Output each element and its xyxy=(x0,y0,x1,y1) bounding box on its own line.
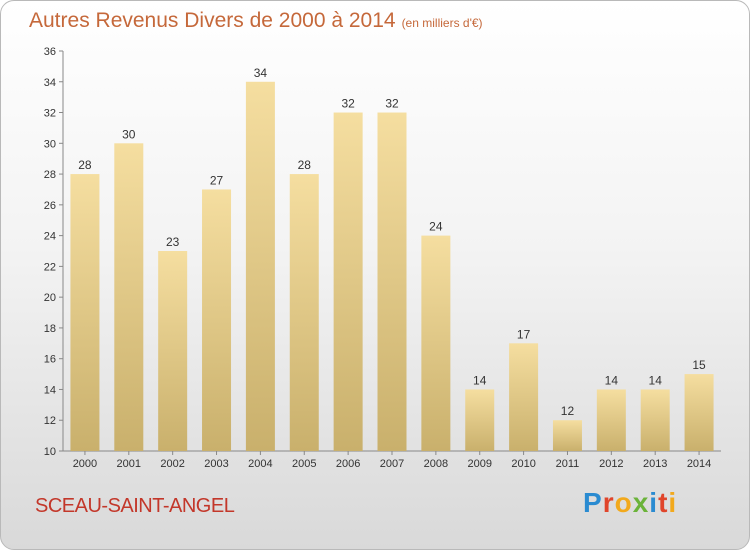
x-tick-label: 2003 xyxy=(204,458,228,470)
x-tick-label: 2013 xyxy=(643,458,667,470)
y-tick-label: 14 xyxy=(44,384,56,396)
y-tick-label: 10 xyxy=(44,446,56,458)
chart-unit: (en milliers d'€) xyxy=(401,16,483,30)
y-tick-label: 20 xyxy=(44,292,56,304)
bar xyxy=(509,343,539,451)
x-tick-label: 2014 xyxy=(687,458,711,470)
data-label: 14 xyxy=(605,373,619,387)
bar xyxy=(552,420,582,451)
y-tick-label: 34 xyxy=(44,77,56,89)
bar xyxy=(114,143,144,452)
data-label: 17 xyxy=(517,327,531,341)
y-tick-label: 30 xyxy=(44,138,56,150)
x-tick-label: 2008 xyxy=(424,458,448,470)
bar xyxy=(158,251,188,451)
bar xyxy=(245,81,275,452)
bar xyxy=(377,112,407,452)
chart-title: Autres Revenus Divers de 2000 à 2014 (en … xyxy=(29,9,483,33)
data-label: 34 xyxy=(254,66,268,80)
y-tick-label: 36 xyxy=(44,46,56,58)
proxiti-logo[interactable]: Proxiti xyxy=(583,487,678,518)
bar xyxy=(421,235,451,451)
bar xyxy=(202,189,232,451)
data-label: 32 xyxy=(341,97,355,111)
bar xyxy=(465,389,495,451)
y-tick-label: 32 xyxy=(44,108,56,120)
place-name: SCEAU-SAINT-ANGEL xyxy=(35,495,235,517)
data-label: 28 xyxy=(78,158,92,172)
bar xyxy=(684,374,714,451)
x-tick-label: 2000 xyxy=(73,458,97,470)
x-tick-label: 2010 xyxy=(511,458,535,470)
y-tick-label: 26 xyxy=(44,200,56,212)
x-tick-label: 2002 xyxy=(160,458,184,470)
data-label: 14 xyxy=(473,373,487,387)
x-tick-label: 2007 xyxy=(380,458,404,470)
y-tick-label: 28 xyxy=(44,169,56,181)
chart-title-text: Autres Revenus Divers de 2000 à 2014 xyxy=(29,9,396,32)
x-tick-label: 2009 xyxy=(467,458,491,470)
bar xyxy=(289,174,319,452)
data-label: 27 xyxy=(210,173,224,187)
y-tick-label: 16 xyxy=(44,354,56,366)
x-tick-label: 2006 xyxy=(336,458,360,470)
y-tick-label: 12 xyxy=(44,415,56,427)
bar xyxy=(70,174,100,452)
data-label: 32 xyxy=(385,97,399,111)
y-tick-label: 18 xyxy=(44,323,56,335)
bar xyxy=(640,389,670,451)
bar xyxy=(333,112,363,452)
data-label: 30 xyxy=(122,127,136,141)
x-tick-label: 2004 xyxy=(248,458,272,470)
x-tick-label: 2011 xyxy=(556,458,580,470)
data-label: 12 xyxy=(561,404,575,418)
x-tick-label: 2005 xyxy=(292,458,316,470)
data-label: 28 xyxy=(298,158,312,172)
data-label: 15 xyxy=(692,358,706,372)
y-tick-label: 24 xyxy=(44,231,56,243)
y-tick-label: 22 xyxy=(44,261,56,273)
data-label: 24 xyxy=(429,220,443,234)
bar xyxy=(596,389,626,451)
data-label: 14 xyxy=(649,373,663,387)
x-tick-label: 2001 xyxy=(117,458,141,470)
x-tick-label: 2012 xyxy=(599,458,623,470)
data-label: 23 xyxy=(166,235,180,249)
